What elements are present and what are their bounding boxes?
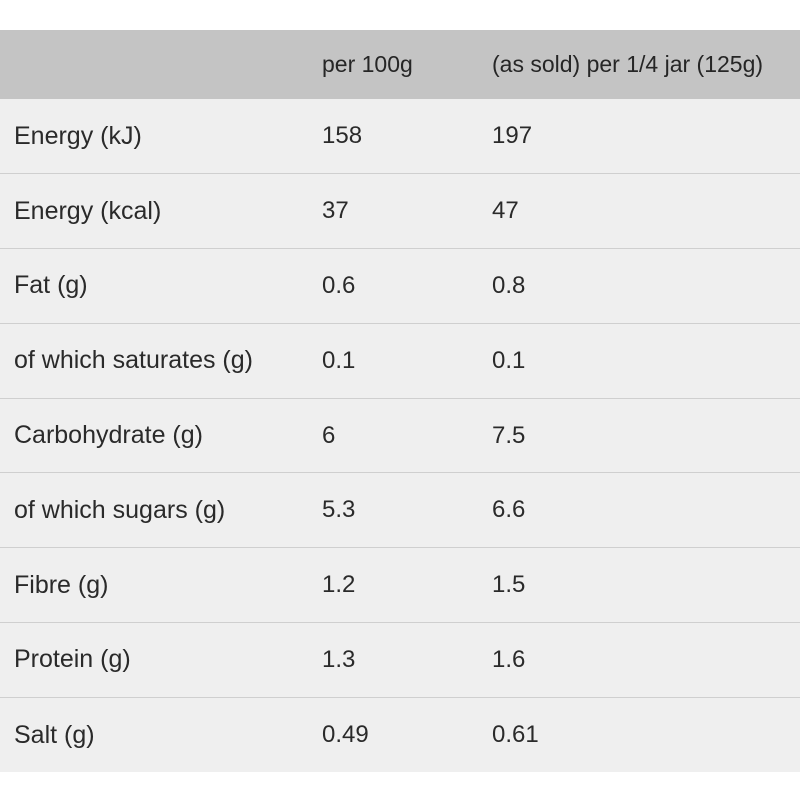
nutrient-name: Carbohydrate (g): [14, 421, 203, 450]
nutrition-table: per 100g (as sold) per 1/4 jar (125g) En…: [0, 30, 800, 773]
table-body: Energy (kJ) 158 197 Energy (kcal) 37 47 …: [0, 99, 800, 773]
value-per-serving: 0.8: [492, 271, 526, 299]
value-per-serving: 6.6: [492, 496, 526, 524]
value-per-100g: 37: [322, 197, 349, 225]
value-per-serving: 1.5: [492, 571, 526, 599]
table-row: Fat (g) 0.6 0.8: [0, 248, 800, 324]
value-per-100g: 1.2: [322, 571, 356, 599]
value-per-100g: 6: [322, 421, 336, 449]
nutrient-name: Fat (g): [14, 271, 88, 300]
table-row: Energy (kcal) 37 47: [0, 173, 800, 249]
table-header: per 100g (as sold) per 1/4 jar (125g): [0, 30, 800, 99]
nutrient-name: Protein (g): [14, 645, 131, 674]
value-per-serving: 47: [492, 197, 519, 225]
value-per-100g: 5.3: [322, 496, 356, 524]
value-per-100g: 1.3: [322, 645, 356, 673]
table-row: Energy (kJ) 158 197: [0, 99, 800, 174]
value-per-serving: 1.6: [492, 645, 526, 673]
value-per-100g: 0.6: [322, 271, 356, 299]
nutrient-name: Energy (kJ): [14, 121, 142, 150]
header-row: per 100g (as sold) per 1/4 jar (125g): [0, 30, 800, 99]
value-per-serving: 0.1: [492, 346, 526, 374]
nutrient-name: Energy (kcal): [14, 196, 162, 225]
value-per-100g: 0.49: [322, 721, 369, 749]
table-row: Salt (g) 0.49 0.61: [0, 697, 800, 773]
value-per-serving: 7.5: [492, 421, 526, 449]
value-per-100g: 158: [322, 122, 363, 150]
nutrient-name: of which saturates (g): [14, 346, 253, 375]
value-per-serving: 0.61: [492, 721, 539, 749]
table-row: Fibre (g) 1.2 1.5: [0, 547, 800, 623]
nutrient-name: of which sugars (g): [14, 495, 226, 524]
header-per-100g: per 100g: [322, 51, 413, 77]
nutrient-name: Fibre (g): [14, 570, 109, 599]
header-nutrient: [0, 30, 308, 99]
table-row: Carbohydrate (g) 6 7.5: [0, 398, 800, 473]
value-per-100g: 0.1: [322, 346, 356, 374]
table-row: Protein (g) 1.3 1.6: [0, 622, 800, 698]
value-per-serving: 197: [492, 122, 533, 150]
table-row: of which saturates (g) 0.1 0.1: [0, 323, 800, 399]
header-per-serving: (as sold) per 1/4 jar (125g): [492, 51, 764, 77]
table-row: of which sugars (g) 5.3 6.6: [0, 472, 800, 548]
nutrient-name: Salt (g): [14, 720, 95, 749]
